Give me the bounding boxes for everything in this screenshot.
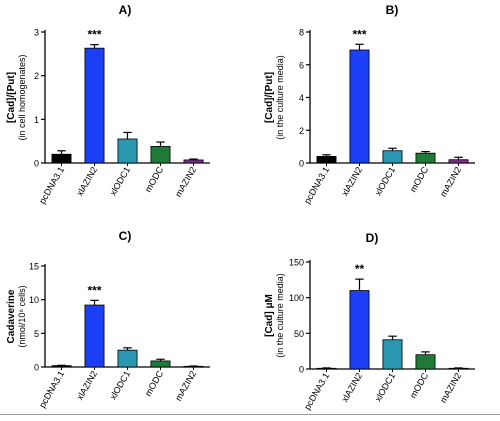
y-axis-sublabel: (in the culture media) xyxy=(275,273,285,358)
y-tick-label: 6 xyxy=(299,60,304,70)
y-tick-label: 0 xyxy=(299,365,304,375)
bar-pcdna31 xyxy=(51,153,72,164)
bar-modc xyxy=(415,354,436,370)
panel-title: A) xyxy=(119,3,132,17)
significance-label: *** xyxy=(352,27,366,41)
y-tick-label: 0 xyxy=(34,363,39,373)
y-axis-label: [Cad] μM xyxy=(264,294,275,337)
y-tick-label: 8 xyxy=(299,28,304,38)
bar-xlodc1 xyxy=(117,138,138,164)
y-axis-sublabel: (in cell homogenates) xyxy=(17,54,27,140)
significance-label: ** xyxy=(355,262,365,276)
x-tick-label: xlODC1 xyxy=(373,371,397,403)
y-tick-label: 15 xyxy=(29,262,39,272)
y-axis-label: Cadaverine xyxy=(6,289,17,343)
bar-mazin2 xyxy=(448,159,469,164)
x-tick-label: pcDNA3.1 xyxy=(37,165,66,206)
x-tick-label: xlAZIN2 xyxy=(340,371,365,404)
panel-title: D) xyxy=(366,231,379,245)
y-tick-label: 0 xyxy=(34,159,39,169)
bar-mazin2 xyxy=(183,159,204,164)
y-tick-label: 100 xyxy=(289,293,304,303)
bar-pcdna31 xyxy=(316,367,337,370)
y-tick-label: 150 xyxy=(289,258,304,268)
chart-panel-1: A) [Cad]/[Put] (in cell homogenates) 0 1 2 3 pc… xyxy=(6,3,210,206)
x-tick-label: pcDNA3.1 xyxy=(302,371,331,412)
panel-title: B) xyxy=(386,3,399,17)
bar-mazin2 xyxy=(448,367,469,370)
y-tick-label: 50 xyxy=(294,329,304,339)
x-tick-label: xlAZIN2 xyxy=(75,369,100,402)
x-tick-label: mAZIN2 xyxy=(173,369,198,403)
bar-modc xyxy=(150,360,171,368)
y-tick-label: 0 xyxy=(299,159,304,169)
panel-title: C) xyxy=(119,229,132,243)
y-axis-label: [Cad]/[Put] xyxy=(6,72,17,123)
significance-label: *** xyxy=(87,283,101,297)
bar-pcdna31 xyxy=(51,365,72,368)
y-tick-label: 2 xyxy=(34,71,39,81)
x-tick-label: xlODC1 xyxy=(108,369,132,401)
y-axis-sublabel: (in the culture media) xyxy=(275,55,285,140)
bar-xlodc1 xyxy=(382,150,403,164)
bar-pcdna31 xyxy=(316,156,337,164)
x-tick-label: mODC xyxy=(143,369,166,398)
bar-xlazin2 xyxy=(84,47,105,164)
chart-panel-4: D) [Cad] μM (in the culture media) 0 50 100 15… xyxy=(264,231,475,412)
y-tick-label: 1 xyxy=(34,115,39,125)
x-tick-label: xlODC1 xyxy=(108,165,132,197)
bar-xlazin2 xyxy=(349,49,370,164)
y-tick-label: 3 xyxy=(34,28,39,38)
x-tick-label: mODC xyxy=(408,371,431,400)
chart-panel-2: B) [Cad]/[Put] (in the culture media) 0 2 4 6 8… xyxy=(264,3,475,206)
bar-modc xyxy=(415,152,436,164)
x-tick-label: xlAZIN2 xyxy=(340,165,365,198)
x-tick-label: mODC xyxy=(143,165,166,194)
significance-label: *** xyxy=(87,28,101,42)
bar-xlazin2 xyxy=(84,304,105,368)
x-tick-label: mODC xyxy=(408,165,431,194)
y-tick-label: 2 xyxy=(299,126,304,136)
y-tick-label: 4 xyxy=(299,93,304,103)
x-tick-label: pcDNA3.1 xyxy=(302,165,331,206)
x-tick-label: mAZIN2 xyxy=(438,371,463,405)
bar-xlodc1 xyxy=(117,349,138,368)
x-tick-label: xlAZIN2 xyxy=(75,165,100,198)
x-tick-label: mAZIN2 xyxy=(173,165,198,199)
x-tick-label: mAZIN2 xyxy=(438,165,463,199)
y-tick-label: 5 xyxy=(34,329,39,339)
x-tick-label: xlODC1 xyxy=(373,165,397,197)
bottom-divider xyxy=(0,414,500,415)
y-axis-label: [Cad]/[Put] xyxy=(264,72,275,123)
x-tick-label: pcDNA3.1 xyxy=(37,369,66,410)
bar-xlazin2 xyxy=(349,290,370,370)
bar-modc xyxy=(150,146,171,164)
y-axis-sublabel: (nmol/10⁶ cells) xyxy=(17,285,27,347)
chart-panel-3: C) Cadaverine (nmol/10⁶ cells) 0 5 10 15 pcDNA3… xyxy=(6,229,210,410)
y-tick-label: 10 xyxy=(29,295,39,305)
bar-xlodc1 xyxy=(382,339,403,370)
